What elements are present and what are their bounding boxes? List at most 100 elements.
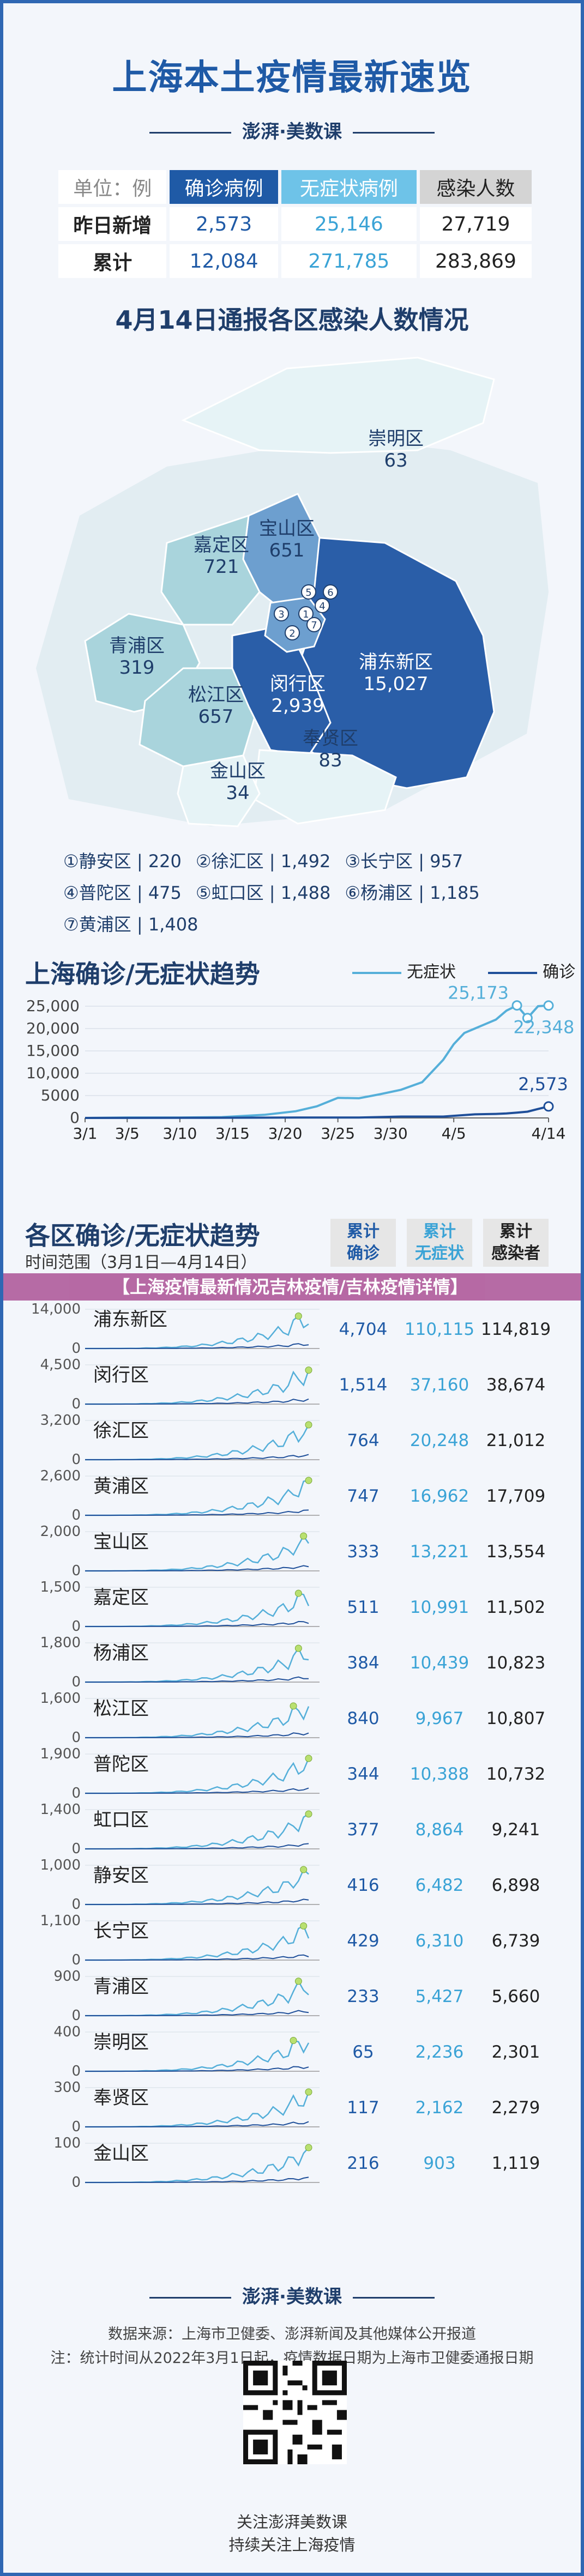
data-label: 2,573 [518, 1074, 568, 1095]
cumulative-confirmed: 840 [347, 1709, 379, 1728]
y-zero-label: 0 [71, 1563, 81, 1579]
data-label: 22,348 [513, 1017, 574, 1038]
cumulative-confirmed: 344 [347, 1764, 379, 1784]
y-zero-label: 0 [71, 2063, 81, 2079]
peak-marker [305, 1421, 312, 1429]
peak-marker [305, 1755, 312, 1762]
district-name: 徐汇区 [93, 1420, 149, 1442]
col-asymptomatic: 无症状病例 [281, 170, 417, 204]
cumulative-asymptomatic: 6,482 [416, 1876, 464, 1895]
qr-line1: 关注澎湃美数课 [236, 2513, 347, 2531]
cumulative-asymptomatic: 903 [423, 2154, 455, 2173]
y-zero-label: 0 [71, 1618, 81, 1635]
qr-code[interactable] [243, 2361, 347, 2464]
cumulative-confirmed: 747 [347, 1486, 379, 1506]
brand-logo: 澎湃·美数课 [3, 117, 581, 143]
peak-marker [300, 1866, 308, 1873]
sparkline-confirmed [85, 2010, 309, 2017]
legend-row: ④普陀区 | 475 ⑤虹口区 | 1,488 ⑥杨浦区 | 1,185 [63, 877, 494, 909]
sparkline-confirmed [85, 1954, 309, 1961]
cumulative-asymptomatic: 6,310 [416, 1931, 464, 1951]
peak-marker [294, 1312, 302, 1320]
label-jinshan: 金山区 [210, 760, 266, 782]
y-max-label: 1,500 [40, 1579, 81, 1595]
col-header-infected: 累计 感染者 [483, 1219, 549, 1267]
legend-item: ③长宁区 | 957 [345, 851, 463, 872]
legend-row: ⑦黄浦区 | 1,408 [63, 909, 494, 940]
cumulative-asymptomatic: 5,427 [416, 1987, 464, 2006]
cumulative-infected: 6,898 [492, 1876, 540, 1895]
region-jinshan [177, 754, 261, 827]
sparkline-confirmed [85, 1620, 309, 1627]
region-jiading [160, 514, 261, 626]
district-row: 1,400 0 虹口区 377 8,864 9,241 [40, 1801, 540, 1857]
trend-chart: 0 5000 10,000 15,000 20,000 25,000 3/1 3/5 3/10 3… [26, 984, 579, 1142]
legend-item: ②徐汇区 | 1,492 [195, 851, 331, 872]
y-zero-label: 0 [71, 1507, 81, 1523]
cell-asymptomatic: 271,785 [281, 244, 417, 278]
peak-marker [294, 1978, 302, 1985]
peak-marker [300, 1532, 308, 1540]
cell-confirmed: 2,573 [170, 207, 278, 241]
central-markers: 123 45 6 7 [274, 584, 338, 640]
overlay-banner[interactable]: 【上海疫情最新情况吉林疫情/吉林疫情详情】 [3, 1273, 581, 1301]
cumulative-asymptomatic: 10,388 [410, 1764, 469, 1784]
district-name: 崇明区 [93, 2031, 149, 2053]
y-max-label: 4,500 [40, 1357, 81, 1373]
sparkline-confirmed [85, 1898, 309, 1905]
legend-item: ④普陀区 | 475 [63, 882, 182, 903]
cumulative-infected: 9,241 [492, 1820, 540, 1840]
cumulative-confirmed: 416 [347, 1876, 379, 1895]
cumulative-confirmed: 377 [347, 1820, 379, 1840]
x-tick-label: 3/30 [374, 1124, 408, 1142]
y-tick-label: 15,000 [26, 1042, 80, 1060]
districts-title: 各区确诊/无症状趋势 [25, 1221, 260, 1250]
district-name: 松江区 [93, 1698, 149, 1720]
legend-item: ①静安区 | 220 [63, 851, 182, 872]
district-name: 普陀区 [93, 1753, 149, 1775]
legend-item: ⑦黄浦区 | 1,408 [63, 914, 198, 935]
district-row: 1,100 0 长宁区 429 6,310 6,739 [40, 1913, 540, 1968]
map-labels: 崇明区 63 嘉定区 721 宝山区 651 青浦区 319 松江区 657 闵… [109, 428, 433, 804]
map-marker-label: 7 [311, 620, 317, 631]
value-chongming: 63 [384, 450, 407, 471]
row-label: 昨日新增 [58, 207, 167, 241]
y-max-label: 1,400 [40, 1801, 81, 1818]
y-zero-label: 0 [71, 1452, 81, 1468]
district-row: 2,000 0 宝山区 333 13,221 13,554 [40, 1523, 546, 1579]
region-chongming [181, 356, 495, 454]
x-tick-label: 4/5 [442, 1124, 466, 1142]
y-tick-label: 5000 [41, 1086, 80, 1104]
value-fengxian: 83 [318, 749, 342, 771]
data-point [543, 1101, 554, 1112]
map-marker-label: 2 [289, 628, 295, 639]
sparkline-confirmed [85, 1732, 309, 1738]
y-max-label: 2,000 [40, 1523, 81, 1540]
value-baoshan: 651 [269, 540, 305, 561]
district-name: 奉贤区 [93, 2087, 149, 2109]
y-max-label: 300 [53, 2079, 81, 2096]
map-marker-label: 4 [319, 601, 325, 612]
district-name: 宝山区 [93, 1531, 149, 1553]
y-tick-label: 25,000 [26, 997, 80, 1015]
district-row: 14,000 0 浦东新区 4,704 110,115 114,819 [31, 1301, 551, 1357]
district-name: 黄浦区 [93, 1476, 149, 1497]
y-zero-label: 0 [71, 1785, 81, 1801]
cumulative-asymptomatic: 13,221 [410, 1542, 469, 1562]
table-row: 累计 12,084 271,785 283,869 [58, 244, 532, 278]
district-map: 崇明区 63 嘉定区 721 宝山区 651 青浦区 319 松江区 657 闵… [36, 356, 549, 827]
district-name: 青浦区 [93, 1976, 149, 1998]
y-zero-label: 0 [71, 2119, 81, 2135]
cumulative-confirmed: 1,514 [339, 1375, 388, 1395]
data-label: 25,173 [448, 984, 509, 1003]
legend-item: ⑥杨浦区 | 1,185 [345, 882, 480, 903]
qr-line2: 持续关注上海疫情 [228, 2536, 356, 2554]
peak-marker [290, 2036, 297, 2044]
map-marker-label: 6 [327, 587, 333, 598]
cumulative-asymptomatic: 2,162 [416, 2098, 464, 2118]
cumulative-infected: 38,674 [486, 1375, 545, 1395]
source-line: 数据来源：上海市卫健委、澎湃新闻及其他媒体公开报道 [108, 2326, 476, 2343]
cumulative-infected: 2,279 [492, 2098, 540, 2118]
cell-infected: 27,719 [419, 207, 532, 241]
y-max-label: 400 [53, 2024, 81, 2040]
